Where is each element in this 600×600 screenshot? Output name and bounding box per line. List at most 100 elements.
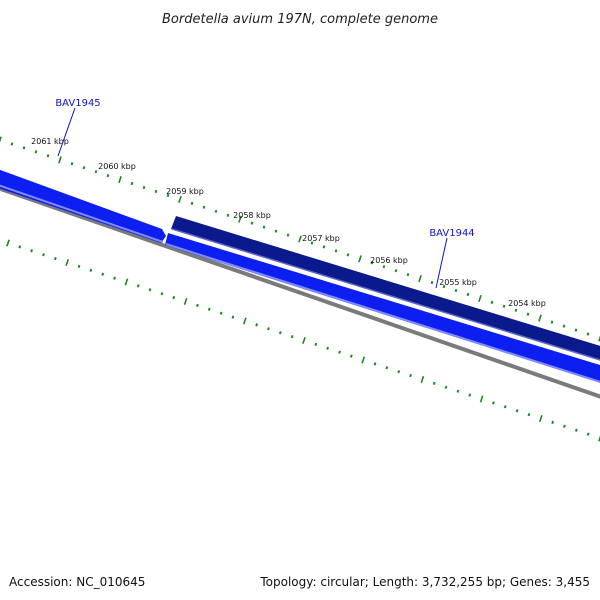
inner-ring-minor-tick — [527, 412, 531, 417]
tick-label-2057: 2057 kbp — [302, 234, 340, 243]
inner-ring-minor-tick — [574, 428, 578, 432]
outer-ring-minor-tick — [442, 284, 446, 289]
gene-label-bav1945[interactable]: BAV1945 — [55, 98, 101, 157]
outer-ring-major-tick — [178, 195, 182, 203]
outer-ring-minor-tick — [526, 312, 530, 316]
inner-ring-major-tick — [183, 297, 188, 306]
outer-ring-minor-tick — [502, 304, 506, 308]
gene-bav1944[interactable] — [171, 216, 600, 363]
inner-ring-major-tick — [6, 239, 10, 247]
outer-ring-minor-tick — [106, 174, 110, 178]
outer-ring-major-tick — [298, 235, 302, 243]
inner-ring-major-tick — [242, 317, 247, 325]
outer-ring-minor-tick — [346, 253, 350, 257]
inner-ring-minor-tick — [468, 393, 472, 397]
genome-summary-text: Topology: circular; Length: 3,732,255 bp… — [259, 575, 590, 589]
inner-ring-minor-tick — [290, 334, 294, 339]
outer-ring-minor-tick — [586, 332, 590, 336]
inner-ring-minor-tick — [456, 389, 460, 393]
inner-ring-minor-tick — [53, 256, 57, 261]
inner-ring-minor-tick — [101, 272, 105, 276]
gene-reverse-strand-block[interactable] — [165, 233, 600, 386]
outer-ring-minor-tick — [82, 166, 86, 170]
inner-ring-minor-tick — [136, 284, 140, 288]
inner-ring-minor-tick — [338, 350, 341, 354]
inner-ring-minor-tick — [432, 381, 436, 386]
inner-ring-minor-tick — [18, 245, 22, 249]
tick-label-2056: 2056 kbp — [370, 256, 408, 265]
tick-label-2058: 2058 kbp — [233, 211, 271, 220]
outer-ring-minor-tick — [154, 189, 158, 194]
inner-ring-minor-tick — [326, 346, 330, 350]
inner-ring-major-tick — [302, 336, 306, 345]
tick-label-2054: 2054 kbp — [508, 299, 546, 308]
outer-ring-major-tick — [0, 136, 2, 143]
outer-ring-minor-tick — [274, 229, 278, 233]
inner-ring-minor-tick — [113, 276, 116, 280]
inner-ring-major-tick — [479, 395, 484, 403]
inner-ring-minor-tick — [160, 292, 164, 296]
outer-ring-major-tick — [118, 176, 122, 184]
inner-ring-minor-tick — [278, 331, 282, 335]
outer-ring-minor-tick — [430, 280, 434, 285]
outer-ring-minor-tick — [22, 146, 26, 150]
inner-ring-minor-tick — [563, 424, 566, 428]
inner-ring-minor-tick — [89, 268, 93, 272]
outer-ring-major-tick — [418, 275, 422, 283]
inner-ring-minor-tick — [397, 370, 401, 374]
outer-ring-minor-tick — [562, 324, 566, 328]
outer-ring-minor-tick — [190, 201, 194, 205]
outer-ring-minor-tick — [310, 241, 314, 245]
gene-bav1945[interactable] — [0, 168, 166, 243]
outer-ring-minor-tick — [34, 150, 38, 154]
tick-label-2055: 2055 kbp — [439, 278, 477, 287]
outer-ring-minor-tick — [454, 288, 458, 293]
inner-ring-minor-tick — [503, 405, 507, 409]
inner-ring-minor-tick — [42, 253, 45, 257]
outer-ring-minor-tick — [214, 209, 218, 213]
outer-tick-ring — [0, 136, 600, 342]
inner-ring-major-tick — [420, 375, 425, 384]
outer-ring-minor-tick — [370, 261, 374, 265]
outer-ring-minor-tick — [10, 142, 14, 146]
inner-ring-minor-tick — [255, 323, 259, 327]
inner-ring-minor-tick — [196, 303, 199, 308]
inner-ring-minor-tick — [207, 307, 211, 311]
outer-ring-minor-tick — [550, 320, 554, 324]
tick-label-2059: 2059 kbp — [166, 187, 204, 196]
inner-ring-minor-tick — [148, 288, 152, 292]
inner-ring-minor-tick — [314, 342, 318, 347]
outer-ring-minor-tick — [70, 162, 74, 166]
outer-ring-minor-tick — [94, 170, 98, 174]
outer-ring-minor-tick — [322, 245, 326, 249]
outer-ring-minor-tick — [142, 185, 146, 190]
outer-ring-minor-tick — [226, 213, 230, 217]
accession-text: Accession: NC_010645 — [9, 575, 145, 589]
inner-ring-minor-tick — [267, 327, 270, 331]
inner-ring-minor-tick — [515, 409, 519, 413]
outer-ring-minor-tick — [382, 265, 386, 269]
outer-ring-minor-tick — [394, 269, 398, 273]
outer-ring-minor-tick — [130, 181, 134, 186]
outer-ring-major-tick — [358, 255, 362, 263]
svg-text:BAV1944: BAV1944 — [429, 228, 474, 239]
inner-ring-major-tick — [538, 414, 543, 423]
inner-ring-minor-tick — [349, 354, 353, 358]
gene-label-bav1944[interactable]: BAV1944 — [429, 228, 475, 289]
outer-ring-minor-tick — [490, 300, 494, 304]
tick-label-2060: 2060 kbp — [98, 162, 136, 171]
outer-ring-major-tick — [538, 314, 542, 322]
inner-ring-minor-tick — [444, 385, 448, 389]
inner-ring-major-tick — [361, 356, 366, 364]
map-title: Bordetella avium 197N, complete genome — [162, 12, 438, 27]
inner-ring-major-tick — [124, 278, 129, 286]
inner-ring-minor-tick — [172, 295, 176, 300]
inner-ring-minor-tick — [30, 249, 34, 253]
outer-ring-minor-tick — [166, 193, 170, 198]
inner-ring-minor-tick — [586, 432, 590, 436]
outer-ring-minor-tick — [334, 249, 338, 253]
inner-ring-minor-tick — [385, 366, 389, 370]
inner-tick-ring — [6, 239, 600, 442]
outer-ring-minor-tick — [262, 225, 266, 229]
